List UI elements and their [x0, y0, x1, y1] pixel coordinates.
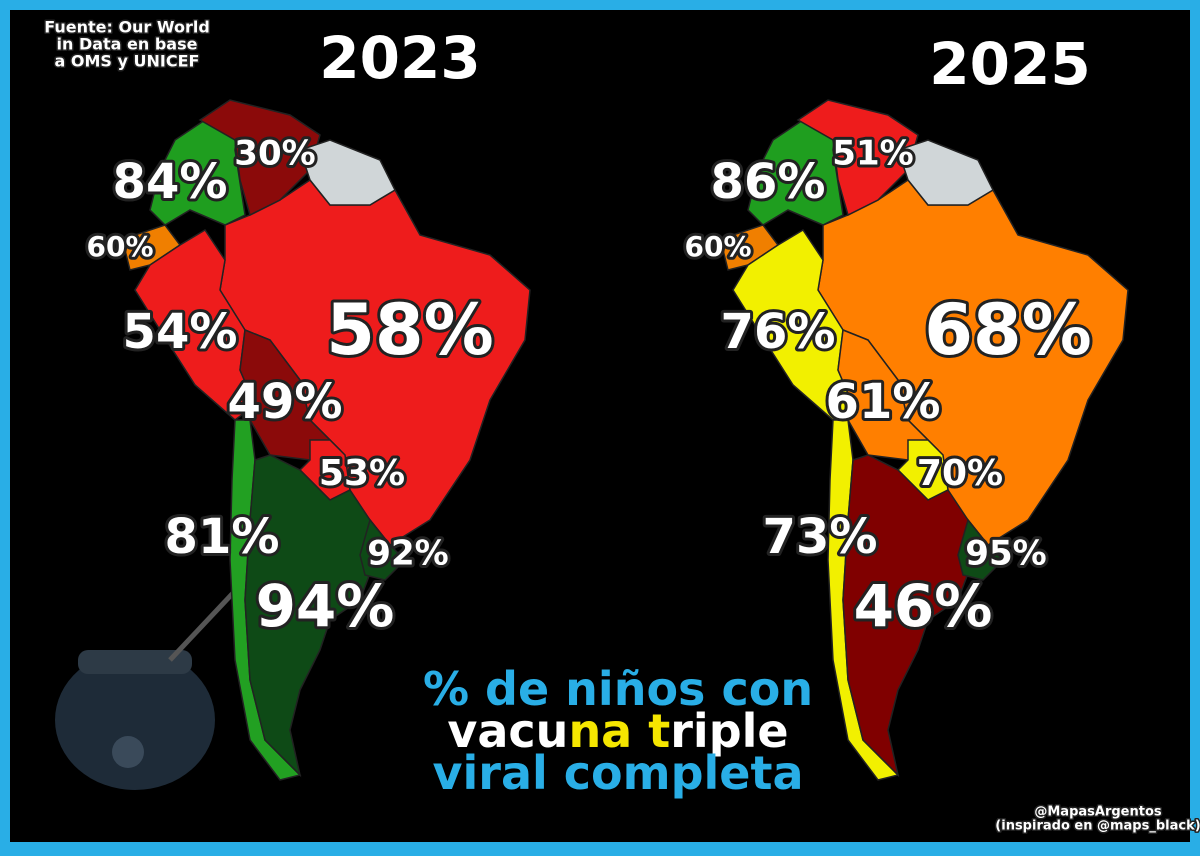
caption-segment: riple	[670, 704, 788, 758]
region-label: 73%	[763, 509, 878, 565]
region-label: 49%	[228, 374, 343, 430]
caption-segment: vacu	[447, 704, 568, 758]
caption-segment: % de niños con	[423, 662, 813, 716]
caption-line: vacuna triple	[447, 704, 788, 758]
credit: (inspirado en @maps_black)	[995, 819, 1200, 834]
region-label: 84%	[113, 154, 228, 210]
caption-segment: na t	[568, 704, 670, 758]
country	[796, 99, 919, 217]
country	[244, 454, 392, 778]
region-label: 86%	[711, 154, 826, 210]
region-label: 76%	[721, 304, 836, 360]
source-note: in Data en base	[57, 35, 198, 54]
region-label: 60%	[86, 230, 153, 263]
region-label: 70%	[917, 453, 1003, 494]
region-label: 61%	[826, 374, 941, 430]
country-no-data	[299, 139, 396, 206]
year-label: 2023	[319, 24, 480, 92]
region-label: 95%	[965, 534, 1046, 574]
region-label: 30%	[234, 134, 315, 174]
caption-line: % de niños con	[423, 662, 813, 716]
region-label: 68%	[924, 289, 1092, 371]
map: 84%30% 60% 54% 49%58% 53% 81% 94%92%	[83, 99, 531, 781]
map: 86%51% 60% 76% 61%68% 70% 73% 46%95%	[681, 99, 1129, 781]
region-label: 94%	[256, 572, 395, 640]
year-label: 2025	[929, 30, 1090, 98]
country	[198, 99, 321, 217]
country-no-data	[897, 139, 994, 206]
region-label: 58%	[326, 289, 494, 371]
country	[957, 518, 1005, 581]
mate-gourd	[55, 573, 252, 790]
country	[359, 518, 407, 581]
region-label: 81%	[165, 509, 280, 565]
region-label: 54%	[123, 304, 238, 360]
maps: 84%30% 60% 54% 49%58% 53% 81% 94%92% 86%51% 60% 7…	[83, 99, 1129, 781]
source-note: a OMS y UNICEF	[55, 52, 200, 71]
caption-segment: viral completa	[433, 746, 804, 800]
region-label: 92%	[367, 534, 448, 574]
country	[842, 454, 990, 778]
caption-line: viral completa	[433, 746, 804, 800]
credit: @MapasArgentos	[1034, 805, 1162, 820]
region-label: 46%	[854, 572, 993, 640]
region-label: 53%	[319, 453, 405, 494]
source-note: Fuente: Our World	[44, 18, 210, 37]
region-label: 51%	[832, 134, 913, 174]
region-label: 60%	[684, 230, 751, 263]
